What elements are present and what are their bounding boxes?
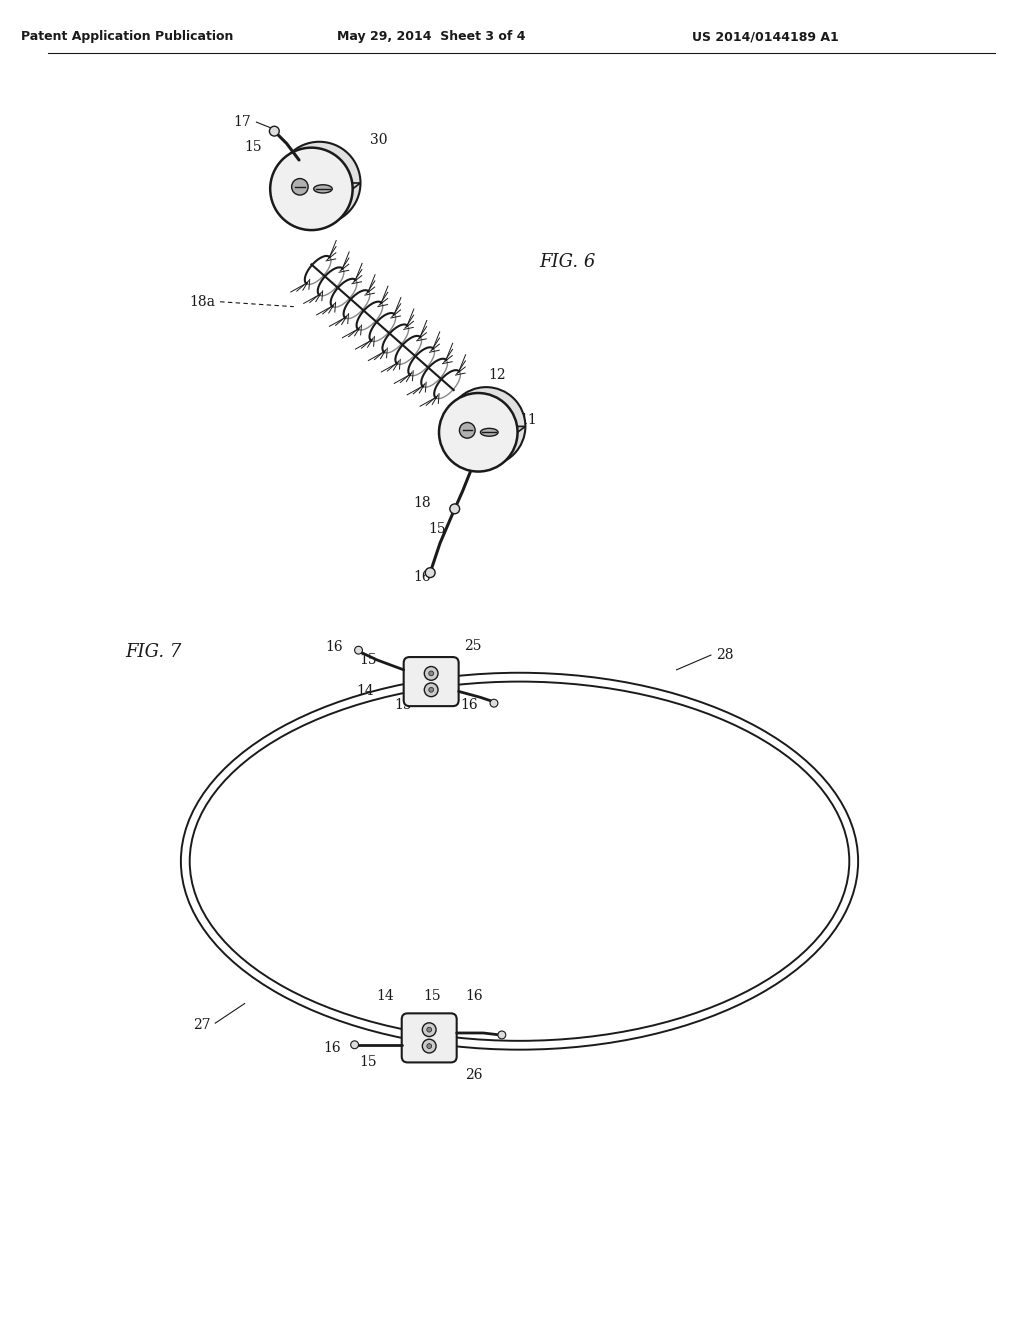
Text: 15: 15 [359, 1056, 377, 1069]
Text: US 2014/0144189 A1: US 2014/0144189 A1 [691, 30, 839, 44]
Text: 18a: 18a [189, 294, 215, 309]
Circle shape [354, 647, 362, 655]
Text: 16: 16 [466, 989, 483, 1003]
Circle shape [427, 1044, 431, 1048]
Text: 18: 18 [414, 496, 431, 510]
Text: 27: 27 [193, 1018, 210, 1032]
Text: 12: 12 [488, 368, 506, 383]
Text: 25: 25 [465, 639, 482, 653]
Polygon shape [270, 183, 360, 189]
Text: 16: 16 [461, 698, 478, 713]
Circle shape [427, 1027, 431, 1032]
Text: 28: 28 [716, 648, 733, 663]
Text: 15: 15 [394, 698, 412, 713]
Text: 15: 15 [245, 140, 262, 153]
Circle shape [424, 667, 438, 680]
Polygon shape [439, 426, 525, 432]
Circle shape [460, 422, 475, 438]
Text: 16: 16 [326, 640, 343, 655]
Ellipse shape [480, 429, 498, 436]
Text: May 29, 2014  Sheet 3 of 4: May 29, 2014 Sheet 3 of 4 [337, 30, 525, 44]
Circle shape [422, 1039, 436, 1053]
Circle shape [279, 141, 360, 224]
Text: 17: 17 [233, 115, 252, 129]
FancyBboxPatch shape [403, 657, 459, 706]
Circle shape [446, 387, 525, 466]
Text: 11: 11 [519, 413, 538, 426]
Circle shape [439, 393, 517, 471]
Text: 26: 26 [466, 1068, 483, 1082]
Circle shape [498, 1031, 506, 1039]
Circle shape [292, 178, 308, 195]
Text: 14: 14 [376, 989, 394, 1003]
Circle shape [429, 688, 433, 692]
Text: 15: 15 [428, 523, 445, 536]
Circle shape [424, 682, 438, 697]
Text: Patent Application Publication: Patent Application Publication [20, 30, 233, 44]
Text: FIG. 6: FIG. 6 [539, 253, 596, 272]
Text: 14: 14 [356, 684, 374, 698]
Circle shape [429, 671, 433, 676]
Circle shape [490, 700, 498, 708]
Circle shape [422, 1023, 436, 1036]
Text: 15: 15 [359, 653, 377, 667]
Text: 15: 15 [423, 989, 441, 1003]
Text: 16: 16 [414, 569, 431, 583]
FancyBboxPatch shape [401, 1014, 457, 1063]
Text: FIG. 7: FIG. 7 [125, 643, 181, 661]
Circle shape [269, 127, 280, 136]
Ellipse shape [313, 185, 332, 193]
Circle shape [350, 1041, 358, 1048]
Text: 30: 30 [371, 133, 388, 147]
Circle shape [425, 568, 435, 578]
Circle shape [450, 504, 460, 513]
Text: 16: 16 [324, 1040, 341, 1055]
Circle shape [270, 148, 352, 230]
